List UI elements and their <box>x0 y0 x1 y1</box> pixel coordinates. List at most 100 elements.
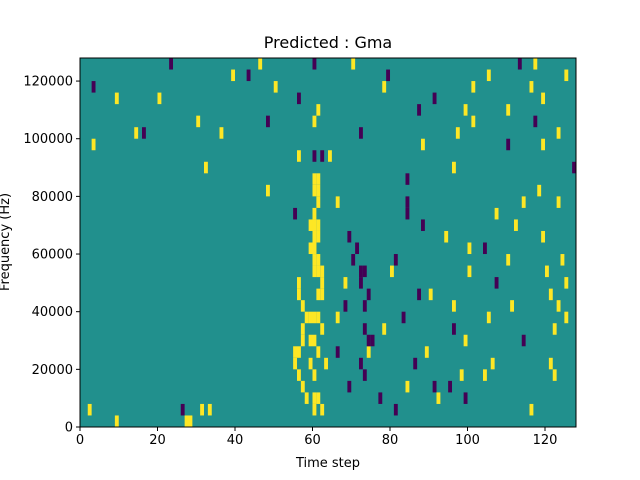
heatmap-cell <box>312 392 317 404</box>
heatmap-cell <box>386 69 391 82</box>
heatmap-cell <box>556 127 561 139</box>
y-tick-label: 20000 <box>32 363 73 378</box>
y-tick-label: 40000 <box>32 305 73 320</box>
heatmap-cell <box>467 242 472 255</box>
x-tick-label: 80 <box>382 433 399 448</box>
heatmap-cell <box>382 323 387 335</box>
heatmap-cell <box>459 369 464 381</box>
heatmap-cell <box>401 311 406 324</box>
heatmap-cell <box>188 415 193 427</box>
heatmap-cell <box>432 380 437 393</box>
heatmap-cell <box>471 115 476 128</box>
heatmap-cell <box>312 115 317 128</box>
heatmap-cell <box>87 403 92 416</box>
heatmap-cell <box>347 230 352 243</box>
heatmap-cell <box>308 334 313 347</box>
heatmap-cell <box>320 403 325 416</box>
heatmap-cell <box>529 403 534 416</box>
heatmap-cell <box>312 230 317 243</box>
heatmap-cell <box>537 184 542 197</box>
heatmap-cell <box>452 323 456 335</box>
heatmap-cell <box>560 254 565 266</box>
heatmap-cell <box>355 242 360 255</box>
x-tick-label: 20 <box>149 433 166 448</box>
heatmap-cell <box>312 334 317 347</box>
heatmap-cell <box>312 369 317 381</box>
heatmap-cell <box>405 173 410 185</box>
heatmap-cell <box>455 127 460 139</box>
heatmap-cell <box>316 230 321 243</box>
heatmap-cell <box>316 219 321 231</box>
heatmap-cell <box>432 92 437 105</box>
heatmap-cell <box>266 115 270 128</box>
heatmap-cell <box>157 92 162 105</box>
heatmap-cell <box>308 357 313 370</box>
heatmap-cell <box>134 127 139 139</box>
heatmap-cell <box>521 196 526 208</box>
heatmap-cell <box>300 380 305 393</box>
heatmap-cell <box>490 357 495 370</box>
heatmap-cell <box>548 288 553 301</box>
heatmap-cell <box>417 104 422 116</box>
heatmap-cell <box>312 403 317 416</box>
heatmap-cell <box>351 254 356 266</box>
heatmap-cell <box>297 277 301 289</box>
heatmap-cell <box>320 265 325 278</box>
heatmap-cell <box>308 219 313 231</box>
heatmap-cell <box>320 323 325 335</box>
heatmap-cell <box>312 184 317 197</box>
heatmap-cell <box>436 392 441 404</box>
heatmap-cell <box>483 369 487 381</box>
heatmap-cell <box>393 403 398 416</box>
heatmap-cell <box>421 138 425 151</box>
heatmap-cell <box>273 81 278 93</box>
heatmap-cell <box>231 69 236 82</box>
heatmap-cell <box>304 392 309 404</box>
heatmap-cell <box>541 92 546 105</box>
heatmap-cell <box>308 242 313 255</box>
heatmap-cell <box>293 357 298 370</box>
heatmap-cell <box>366 346 371 358</box>
heatmap-cell <box>308 311 313 324</box>
heatmap-cell <box>316 311 321 324</box>
heatmap-cell <box>545 265 549 278</box>
heatmap-cell <box>393 254 398 266</box>
heatmap-cell <box>541 230 546 243</box>
heatmap-cell <box>424 346 429 358</box>
heatmap-cell <box>483 242 487 255</box>
heatmap-cell <box>312 311 317 324</box>
heatmap-cell <box>114 415 119 427</box>
heatmap-cell <box>316 392 321 404</box>
heatmap-cell <box>114 92 119 105</box>
heatmap-cell <box>444 230 449 243</box>
heatmap-cell <box>421 219 425 231</box>
heatmap-cell <box>533 115 538 128</box>
y-tick-label: 100000 <box>23 132 73 147</box>
heatmap-cell <box>378 392 383 404</box>
heatmap-cell <box>514 219 518 231</box>
x-axis-ticks: 0 20 40 60 80 100 120 <box>76 427 557 448</box>
heatmap-cell <box>359 357 363 370</box>
heatmap-cell <box>335 311 340 324</box>
heatmap-cell <box>142 127 146 139</box>
heatmap-cell <box>304 311 309 324</box>
x-tick-label: 60 <box>304 433 321 448</box>
heatmap-cell <box>463 104 468 116</box>
heatmap-cell <box>366 334 371 347</box>
heatmap-cell <box>359 277 363 289</box>
heatmap-cell <box>316 265 321 278</box>
heatmap-cell <box>324 357 329 370</box>
heatmap-cell <box>300 300 305 312</box>
heatmap-cell <box>297 369 301 381</box>
heatmap-cell <box>463 392 468 404</box>
plot-area <box>79 57 577 428</box>
heatmap-cell <box>362 369 367 381</box>
heatmap-cell <box>362 265 367 278</box>
heatmap-cell <box>463 334 468 347</box>
heatmap-cell <box>312 150 317 162</box>
heatmap-cell <box>564 69 569 82</box>
heatmap-cell <box>506 138 511 151</box>
x-axis-label: Time step <box>295 456 360 471</box>
heatmap-cell <box>564 277 569 289</box>
heatmap-cell <box>405 207 410 220</box>
